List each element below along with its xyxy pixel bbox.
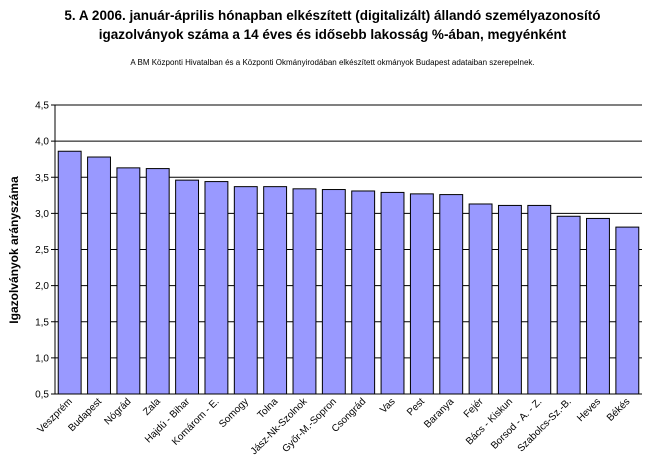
bar bbox=[263, 186, 288, 395]
y-tick-label: 3,0 bbox=[35, 209, 49, 220]
bar bbox=[497, 204, 522, 395]
x-tick-label: Baranya bbox=[422, 396, 456, 430]
bar bbox=[87, 156, 111, 395]
x-tick-label: Borsod - A. - Z. bbox=[489, 396, 544, 451]
y-tick-label: 1,0 bbox=[35, 353, 49, 364]
x-tick-label: Szabolcs-Sz.-B. bbox=[516, 396, 574, 454]
bar bbox=[556, 215, 581, 395]
bar bbox=[409, 193, 434, 395]
y-tick-label: 4,0 bbox=[35, 137, 49, 148]
x-tick-label: Nógrád bbox=[103, 396, 134, 427]
y-tick-label: 4,5 bbox=[35, 101, 49, 112]
bar bbox=[439, 194, 464, 395]
x-tick-label: Vas bbox=[378, 396, 397, 415]
bar bbox=[351, 190, 376, 395]
x-tick-label: Békés bbox=[605, 396, 632, 423]
bar bbox=[615, 226, 640, 395]
x-tick-label: Fejér bbox=[462, 396, 486, 420]
bar bbox=[527, 204, 552, 395]
y-tick-label: 0,5 bbox=[35, 390, 49, 401]
bar bbox=[380, 191, 405, 395]
bar bbox=[204, 181, 229, 395]
x-tick-label: Tolna bbox=[256, 396, 281, 421]
bar bbox=[116, 167, 141, 395]
chart-title: 5. A 2006. január-április hónapban elkés… bbox=[0, 6, 665, 44]
bar bbox=[586, 217, 610, 395]
chart-subtitle: A BM Központi Hivatalban és a Központi O… bbox=[130, 58, 535, 67]
y-tick-label: 1,5 bbox=[35, 317, 49, 328]
bar bbox=[175, 179, 200, 395]
bar bbox=[233, 186, 258, 395]
y-tick-label: 3,5 bbox=[35, 173, 49, 184]
bar bbox=[468, 203, 493, 395]
bar bbox=[57, 150, 82, 395]
y-tick-label: 2,5 bbox=[35, 245, 49, 256]
bar bbox=[292, 188, 317, 395]
y-tick-label: 2,0 bbox=[35, 281, 49, 292]
x-tick-label: Zala bbox=[141, 396, 163, 418]
x-tick-label: Pest bbox=[405, 396, 427, 418]
bar bbox=[145, 168, 170, 395]
chart-title-line-1: 5. A 2006. január-április hónapban elkés… bbox=[64, 8, 601, 23]
chart-title-line-2: igazolványok száma a 14 éves és idősebb … bbox=[98, 27, 567, 42]
x-tick-label: Somogy bbox=[217, 396, 251, 430]
x-tick-label: Heves bbox=[575, 396, 603, 424]
bar bbox=[321, 189, 346, 395]
